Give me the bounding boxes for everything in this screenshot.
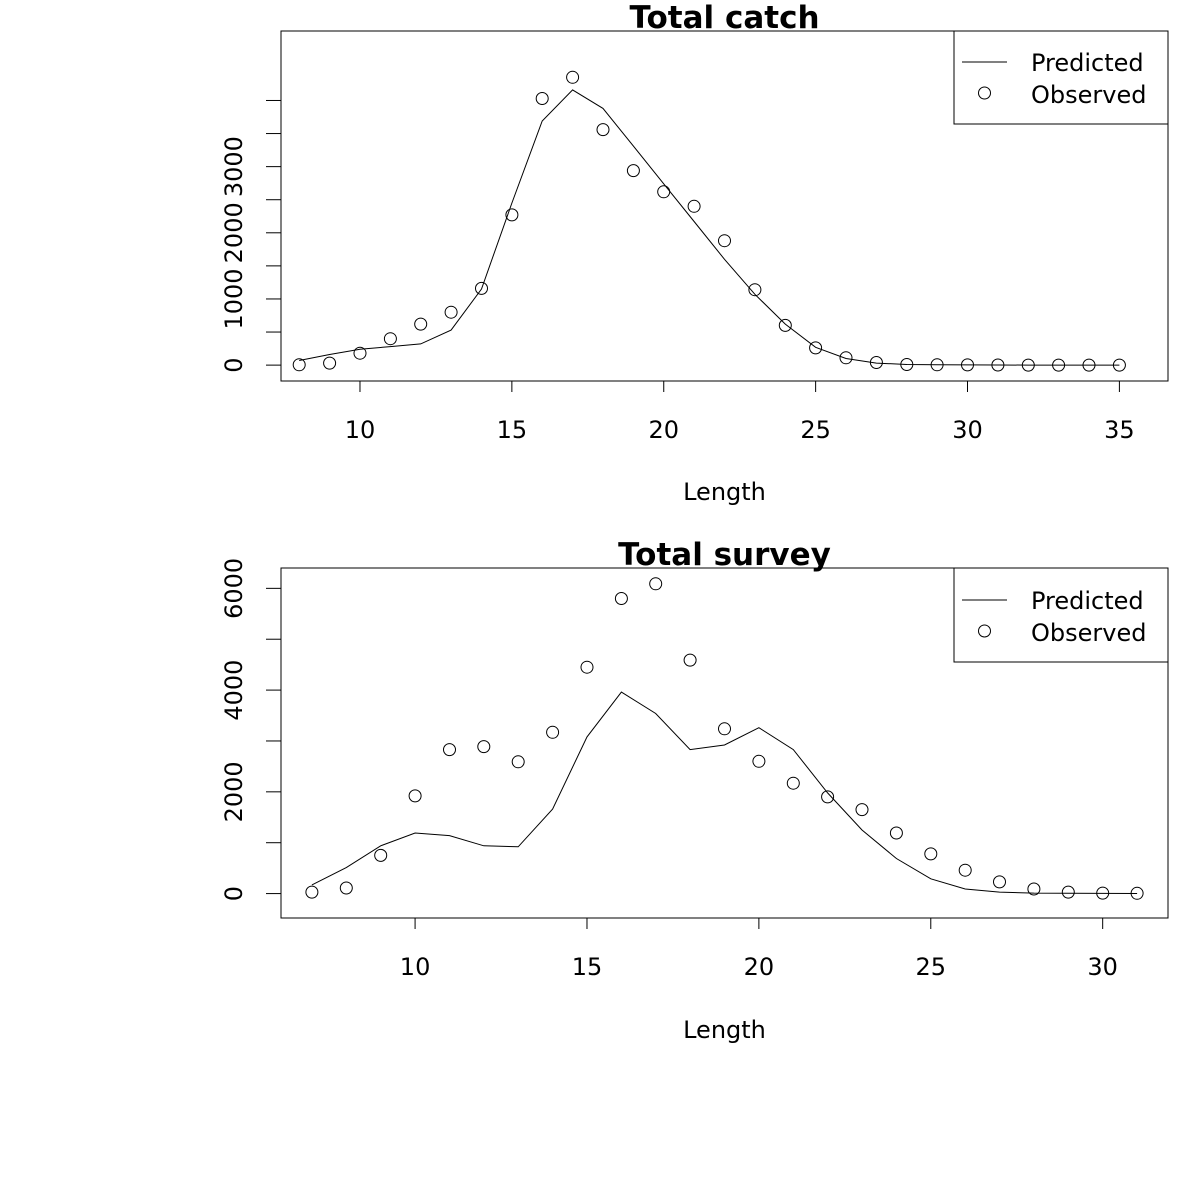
- y-tick-label: 3000: [220, 136, 248, 197]
- x-tick-label: 35: [1104, 416, 1135, 444]
- predicted-series-line: [311, 691, 1138, 894]
- x-axis-label: Length: [683, 1016, 766, 1044]
- observed-point: [444, 305, 458, 319]
- chart-title: Total catch: [629, 0, 819, 36]
- x-tick-label: 25: [800, 416, 831, 444]
- chart-panel-total-catch: Total catch Length 10 15 20 25 30 35 0 1000 200…: [220, 0, 1169, 506]
- legend-label-predicted: Predicted: [1031, 587, 1144, 615]
- observed-point: [511, 755, 525, 769]
- observed-point: [1096, 886, 1110, 900]
- observed-point: [889, 826, 903, 840]
- observed-point: [305, 885, 319, 899]
- x-tick-label: 25: [916, 953, 947, 981]
- legend-circle-symbol: [978, 86, 991, 100]
- y-tick-label: 6000: [220, 558, 248, 619]
- observed-point: [580, 660, 594, 674]
- observed-point: [855, 803, 869, 817]
- observed-point: [778, 318, 792, 332]
- x-tick-label: 30: [1087, 953, 1118, 981]
- chart-title: Total survey: [618, 537, 831, 573]
- x-axis: 10 15 20 25 30: [400, 917, 1118, 981]
- y-tick-label: 4000: [220, 660, 248, 721]
- y-tick-label: 0: [220, 886, 248, 901]
- observed-point: [991, 358, 1005, 372]
- observed-point: [626, 164, 640, 178]
- observed-point: [292, 358, 306, 372]
- observed-point: [477, 740, 491, 754]
- observed-point: [930, 358, 944, 372]
- observed-point: [383, 332, 397, 346]
- observed-point: [614, 592, 628, 605]
- y-tick-label: 1000: [220, 268, 248, 329]
- observed-point: [961, 358, 974, 372]
- legend: Predicted Observed: [953, 30, 1169, 125]
- observed-point: [505, 208, 519, 222]
- observed-point: [718, 722, 731, 736]
- observed-point: [649, 577, 663, 591]
- observed-point: [900, 358, 914, 371]
- observed-point: [1061, 885, 1075, 899]
- observed-point: [1112, 358, 1126, 372]
- legend-label-predicted: Predicted: [1031, 49, 1144, 77]
- y-tick-label: 2000: [220, 761, 248, 822]
- x-axis-label: Length: [683, 478, 766, 506]
- observed-point: [748, 283, 762, 297]
- observed-point: [869, 356, 883, 369]
- observed-point: [683, 653, 697, 667]
- y-axis: 0 2000 4000 6000: [220, 558, 282, 901]
- legend-label-observed: Observed: [1031, 619, 1146, 647]
- observed-point: [566, 70, 580, 84]
- observed-point: [535, 92, 549, 105]
- x-tick-label: 20: [648, 416, 679, 444]
- y-axis: 0 1000 2000 3000: [220, 99, 282, 373]
- observed-point: [924, 847, 938, 861]
- observed-point: [546, 725, 560, 739]
- x-tick-label: 10: [345, 416, 376, 444]
- observed-point: [1052, 358, 1066, 372]
- observed-point: [339, 881, 353, 895]
- legend-box: [953, 567, 1169, 663]
- legend: Predicted Observed: [953, 567, 1169, 663]
- plot-area: [305, 577, 1144, 900]
- observed-point: [596, 123, 610, 137]
- observed-point: [718, 234, 731, 248]
- x-tick-label: 30: [952, 416, 983, 444]
- observed-point: [1130, 886, 1144, 900]
- y-tick-label: 0: [220, 357, 248, 372]
- observed-point: [353, 346, 367, 360]
- chart-panel-total-survey: Total survey Length 10 15 20 25 30 0 2000 4000…: [220, 537, 1169, 1044]
- observed-point: [786, 776, 800, 790]
- observed-point: [1021, 358, 1035, 372]
- observed-point: [958, 863, 972, 877]
- observed-point: [839, 351, 853, 365]
- observed-point: [443, 743, 456, 757]
- y-tick-label: 2000: [220, 202, 248, 263]
- observed-point: [374, 848, 388, 862]
- x-axis: 10 15 20 25 30 35: [345, 380, 1135, 444]
- legend-circle-symbol: [978, 624, 991, 638]
- observed-point: [1082, 358, 1096, 372]
- observed-point: [323, 356, 337, 370]
- observed-point: [408, 789, 422, 803]
- x-tick-label: 10: [400, 953, 431, 981]
- x-tick-label: 20: [744, 953, 775, 981]
- observed-point: [821, 790, 835, 804]
- observed-point: [657, 185, 671, 199]
- observed-point: [475, 281, 488, 295]
- observed-point: [993, 875, 1006, 889]
- observed-point: [809, 341, 823, 355]
- legend-label-observed: Observed: [1031, 81, 1146, 109]
- plot-area: [292, 70, 1126, 372]
- observed-point: [414, 317, 428, 331]
- legend-box: [953, 30, 1169, 125]
- predicted-series-line: [299, 89, 1120, 366]
- x-tick-label: 15: [497, 416, 528, 444]
- observed-point: [687, 199, 701, 213]
- observed-point: [1027, 882, 1041, 896]
- x-tick-label: 15: [572, 953, 603, 981]
- observed-point: [752, 754, 766, 768]
